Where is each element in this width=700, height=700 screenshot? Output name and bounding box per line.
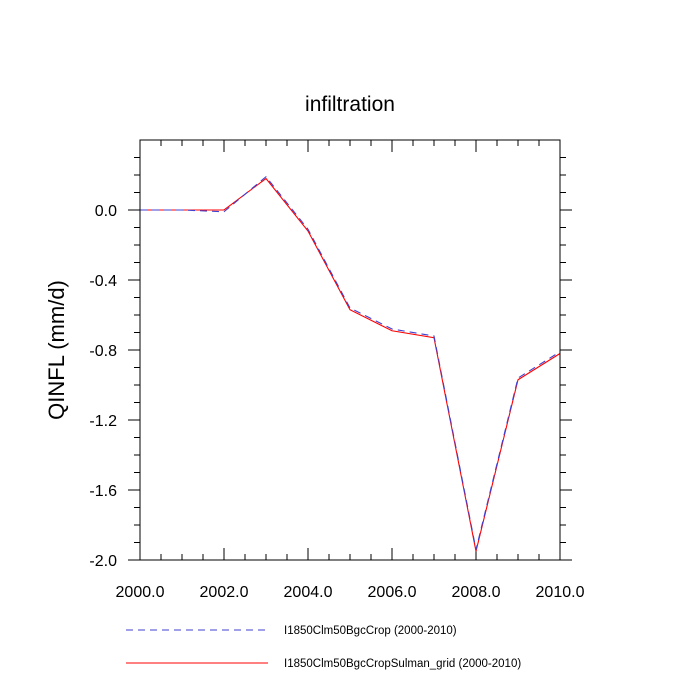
x-tick-label: 2002.0 (200, 584, 249, 601)
legend-label-1: I1850Clm50BgcCrop (2000-2010) (284, 625, 457, 637)
series-line-1 (140, 175, 561, 550)
y-tick-label: -2.0 (89, 553, 117, 570)
series-layer (140, 175, 561, 552)
tick-labels: 2000.0 2002.0 2004.0 2006.0 2008.0 2010.0 0.0 -… (89, 203, 584, 601)
legend-label-2: I1850Clm50BgcCropSulman_grid (2000-2010) (284, 658, 521, 670)
y-tick-label: -0.4 (89, 273, 117, 290)
tick-marks (128, 140, 572, 561)
y-tick-label: -1.2 (89, 413, 117, 430)
y-tick-label: -0.8 (89, 343, 117, 360)
y-axis-label: QINFL (mm/d) (44, 280, 69, 420)
x-tick-label: 2004.0 (284, 584, 333, 601)
x-tick-label: 2008.0 (452, 584, 501, 601)
x-tick-label: 2010.0 (536, 584, 585, 601)
series-line-2 (140, 177, 561, 552)
x-tick-label: 2000.0 (116, 584, 165, 601)
y-tick-label: -1.6 (89, 483, 117, 500)
plot-frame (139, 139, 561, 561)
chart-title: infiltration (305, 93, 395, 116)
y-tick-label: 0.0 (95, 203, 117, 220)
x-tick-label: 2006.0 (368, 584, 417, 601)
legend: I1850Clm50BgcCrop (2000-2010) I1850Clm50B… (126, 625, 521, 670)
